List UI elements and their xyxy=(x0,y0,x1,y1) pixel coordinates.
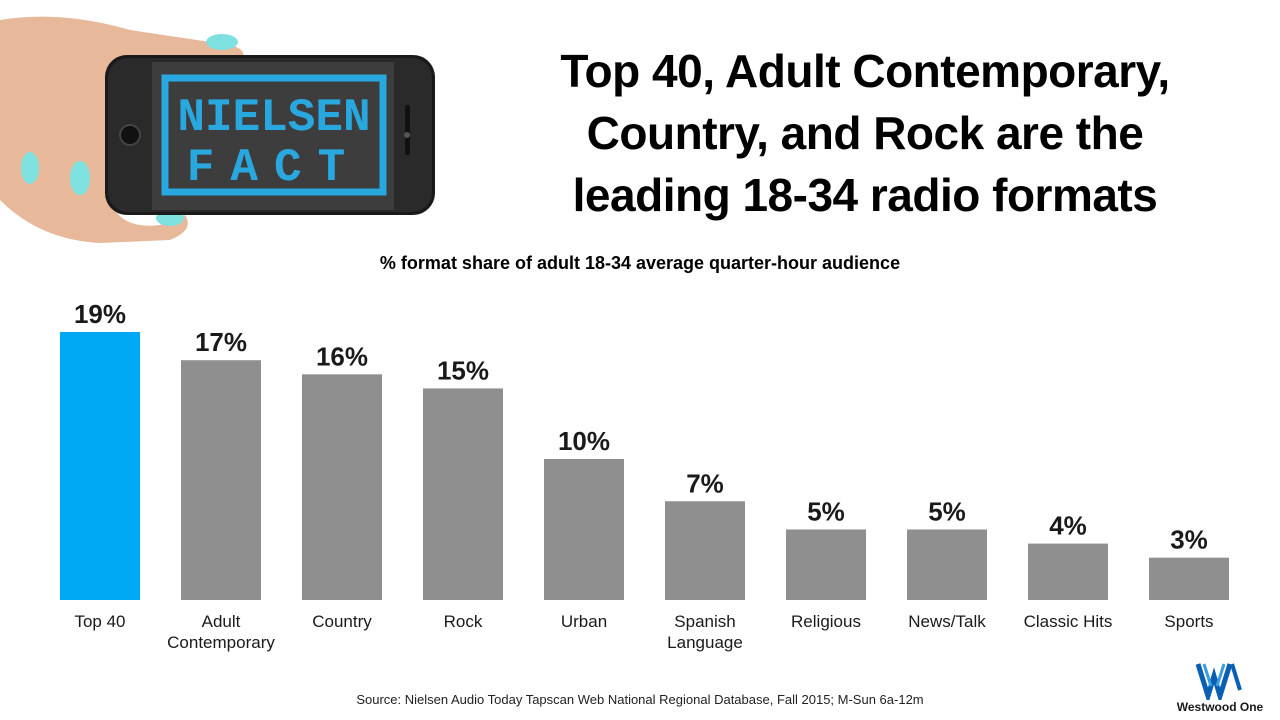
bar-classic-hits xyxy=(1028,543,1108,600)
category-label: Country xyxy=(312,612,372,631)
headline: Top 40, Adult Contemporary, Country, and… xyxy=(470,40,1260,226)
value-label: 5% xyxy=(928,496,966,526)
value-label: 7% xyxy=(686,468,724,498)
chart-title: % format share of adult 18-34 average qu… xyxy=(379,253,901,273)
source-note: Source: Nielsen Audio Today Tapscan Web … xyxy=(356,692,924,707)
nielsen-fact-phone-image: NIELSEN FACT xyxy=(0,16,435,243)
headline-line-3: leading 18-34 radio formats xyxy=(572,169,1158,221)
category-label: Adult Contemporary xyxy=(167,612,275,652)
bar-chart: 19% Top 40 17% Adult Contemporary 16% Country 1… xyxy=(60,299,1229,652)
westwood-one-icon xyxy=(1195,663,1242,705)
bar-adult-contemporary xyxy=(181,360,261,600)
category-label: Urban xyxy=(561,612,607,631)
category-label: Religious xyxy=(791,612,861,631)
value-label: 10% xyxy=(558,426,610,456)
value-label: 5% xyxy=(807,496,845,526)
value-label: 3% xyxy=(1170,525,1208,555)
bar-rock xyxy=(423,388,503,600)
value-label: 19% xyxy=(74,299,126,329)
category-label: Sports xyxy=(1164,612,1213,631)
badge-text-line1: NIELSEN xyxy=(177,92,370,144)
category-label: Classic Hits xyxy=(1024,612,1113,631)
bar-religious xyxy=(786,529,866,600)
value-label: 16% xyxy=(316,341,368,371)
headline-line-2: Country, and Rock are the xyxy=(586,107,1144,159)
bar-spanish-language xyxy=(665,501,745,600)
value-label: 17% xyxy=(195,327,247,357)
logo-text: Westwood One xyxy=(1176,700,1264,714)
westwood-one-logo: Westwood One xyxy=(1170,660,1270,720)
category-label: Spanish Language xyxy=(667,612,743,652)
bar-news-talk xyxy=(907,529,987,600)
bar-country xyxy=(302,374,382,600)
category-label: Rock xyxy=(444,612,483,631)
badge-text-line2: FACT xyxy=(187,142,361,194)
value-label: 4% xyxy=(1049,511,1087,541)
category-label: Top 40 xyxy=(74,612,125,631)
headline-line-1: Top 40, Adult Contemporary, xyxy=(560,45,1170,97)
bar-urban xyxy=(544,458,624,600)
value-label: 15% xyxy=(437,355,489,385)
category-label: News/Talk xyxy=(908,612,986,631)
bar-top-40 xyxy=(60,332,140,600)
bar-sports xyxy=(1149,557,1229,600)
